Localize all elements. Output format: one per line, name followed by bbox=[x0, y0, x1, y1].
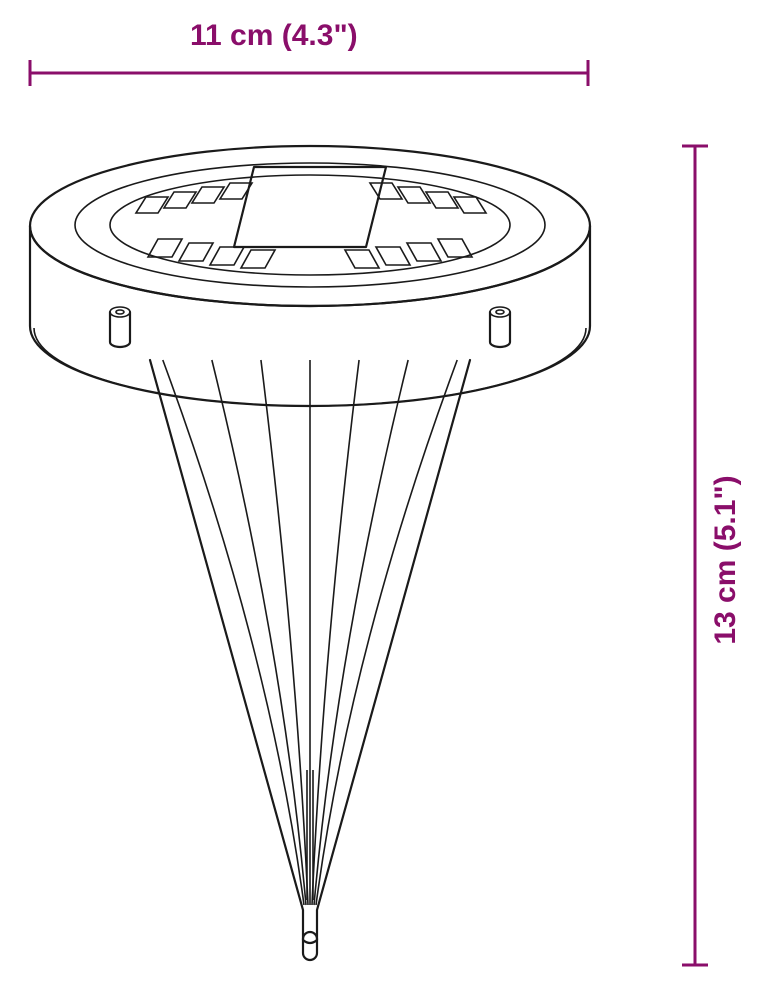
dimension-height-label: 13 cm (5.1") bbox=[709, 475, 742, 644]
led-cell bbox=[376, 247, 410, 265]
screw-post bbox=[110, 307, 130, 347]
led-cell bbox=[241, 250, 275, 268]
solar-ground-light bbox=[30, 146, 590, 960]
ground-spike bbox=[150, 360, 470, 960]
led-cell bbox=[179, 243, 213, 261]
solar-panel bbox=[234, 167, 386, 247]
led-cell bbox=[438, 239, 472, 257]
diagram-canvas: 11 cm (4.3") 13 cm (5.1") bbox=[0, 0, 757, 983]
led-cell bbox=[164, 192, 196, 208]
dimension-height: 13 cm (5.1") bbox=[682, 146, 742, 965]
led-cell bbox=[407, 243, 441, 261]
led-cell bbox=[148, 239, 182, 257]
led-cell bbox=[398, 187, 430, 203]
dimension-width-label: 11 cm (4.3") bbox=[190, 19, 358, 52]
led-cell bbox=[210, 247, 244, 265]
led-cell bbox=[370, 183, 402, 199]
led-cell bbox=[345, 250, 379, 268]
dimension-width: 11 cm (4.3") bbox=[30, 19, 588, 86]
led-cell bbox=[192, 187, 224, 203]
led-cell bbox=[426, 192, 458, 208]
led-cell bbox=[136, 197, 168, 213]
screw-post bbox=[490, 307, 510, 347]
